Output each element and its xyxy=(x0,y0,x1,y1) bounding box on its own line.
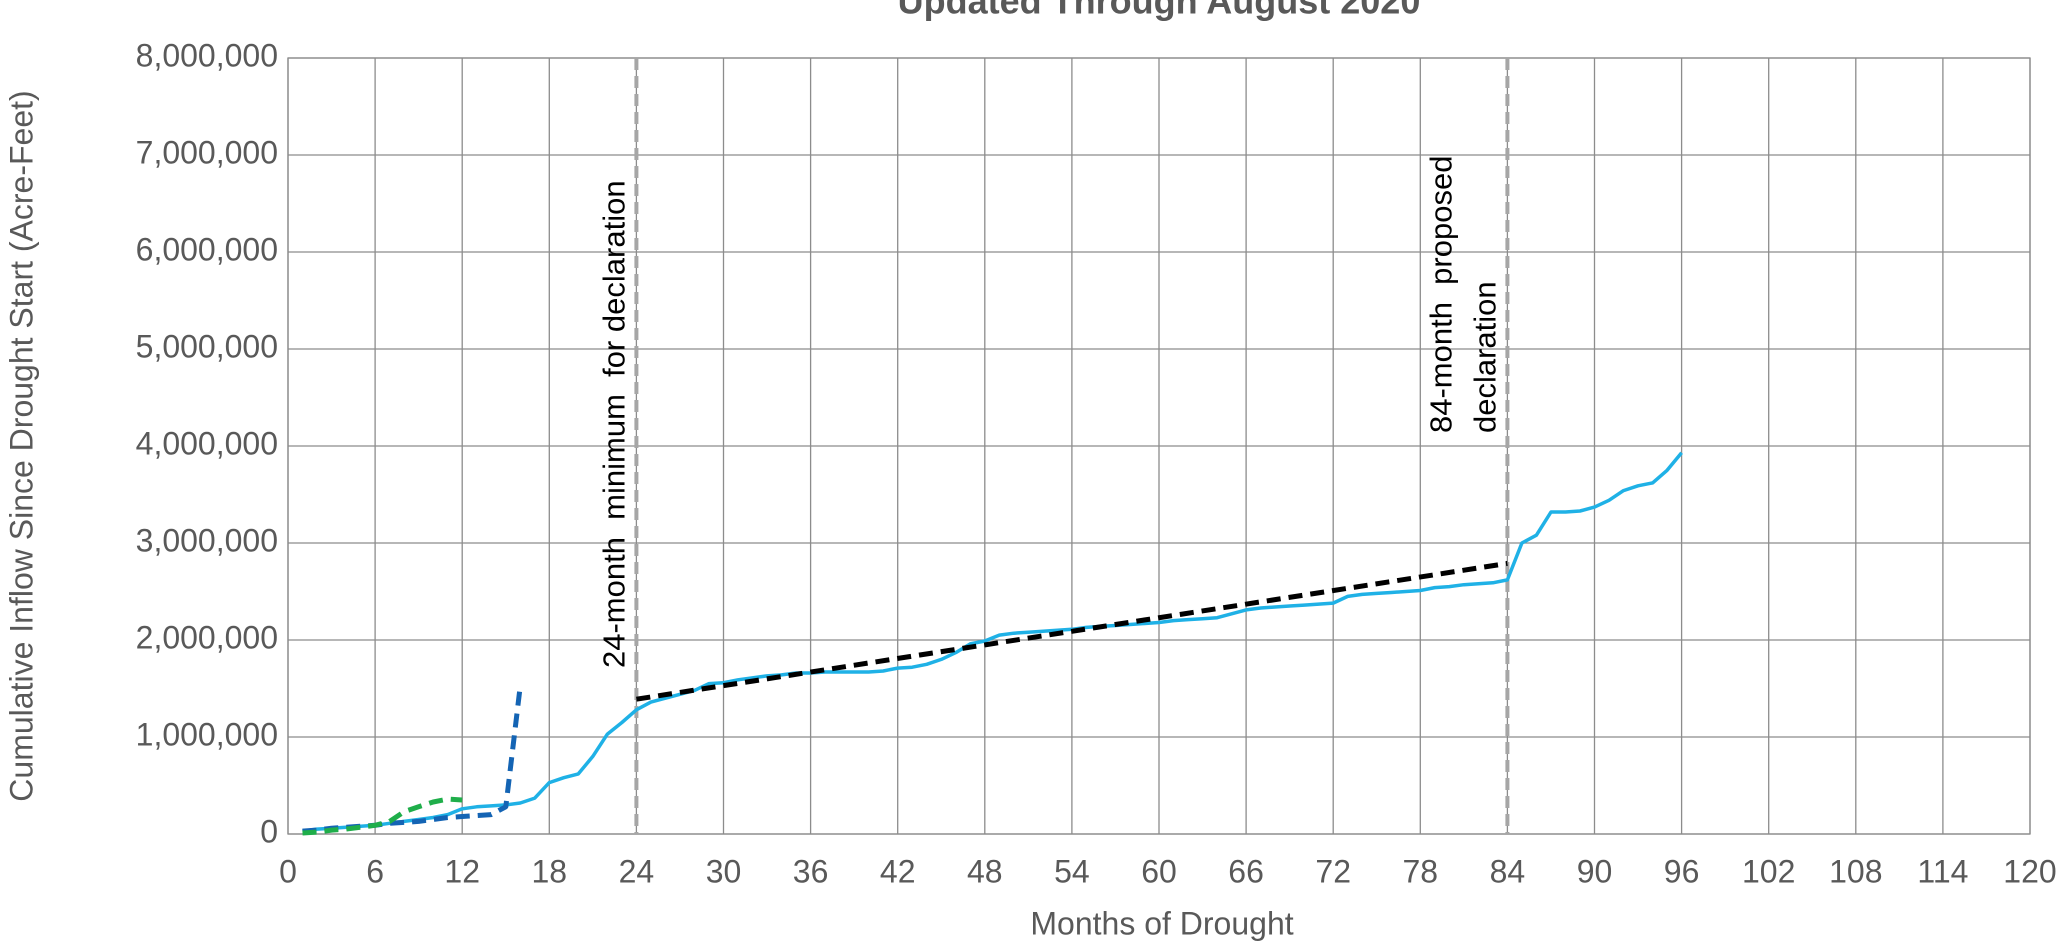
x-tick-label: 18 xyxy=(532,853,568,889)
x-tick-label: 78 xyxy=(1403,853,1439,889)
chart-title: Updated Through August 2020 xyxy=(898,0,1421,22)
y-tick-label: 7,000,000 xyxy=(136,134,278,170)
x-tick-label: 84 xyxy=(1490,853,1526,889)
x-tick-label: 72 xyxy=(1315,853,1351,889)
x-tick-label: 30 xyxy=(706,853,742,889)
annotation: declaration xyxy=(1468,281,1503,433)
series-line xyxy=(302,451,1683,833)
x-axis-title: Months of Drought xyxy=(1030,905,1293,941)
x-tick-label: 36 xyxy=(793,853,829,889)
x-tick-label: 60 xyxy=(1141,853,1177,889)
x-tick-label: 48 xyxy=(967,853,1003,889)
plot-frame xyxy=(287,57,2031,835)
x-tick-label: 24 xyxy=(619,853,655,889)
annotation: 24-month minimum for declaration xyxy=(597,180,632,668)
x-tick-label: 42 xyxy=(880,853,916,889)
x-tick-label: 90 xyxy=(1577,853,1613,889)
y-tick-label: 4,000,000 xyxy=(136,425,278,461)
x-tick-label: 114 xyxy=(1917,853,1968,889)
series-line xyxy=(302,685,523,834)
series-line xyxy=(636,560,1508,702)
y-tick-label: 3,000,000 xyxy=(136,522,278,558)
x-tick-label: 12 xyxy=(444,853,480,889)
y-tick-label: 8,000,000 xyxy=(136,37,278,73)
y-tick-label: 1,000,000 xyxy=(136,716,278,752)
x-tick-label: 54 xyxy=(1054,853,1090,889)
x-tick-label: 108 xyxy=(1829,853,1882,889)
y-tick-label: 6,000,000 xyxy=(136,231,278,267)
series-line xyxy=(302,796,463,836)
x-tick-label: 96 xyxy=(1664,853,1700,889)
x-tick-label: 6 xyxy=(366,853,384,889)
x-tick-label: 102 xyxy=(1742,853,1795,889)
y-axis-title: Cumulative Inflow Since Drought Start (A… xyxy=(3,90,39,801)
annotation: 84-month proposed xyxy=(1424,156,1459,433)
x-tick-label: 0 xyxy=(279,853,297,889)
y-tick-label: 0 xyxy=(260,813,278,849)
y-tick-label: 2,000,000 xyxy=(136,619,278,655)
x-tick-label: 120 xyxy=(2003,853,2056,889)
x-tick-label: 66 xyxy=(1228,853,1264,889)
y-tick-label: 5,000,000 xyxy=(136,328,278,364)
